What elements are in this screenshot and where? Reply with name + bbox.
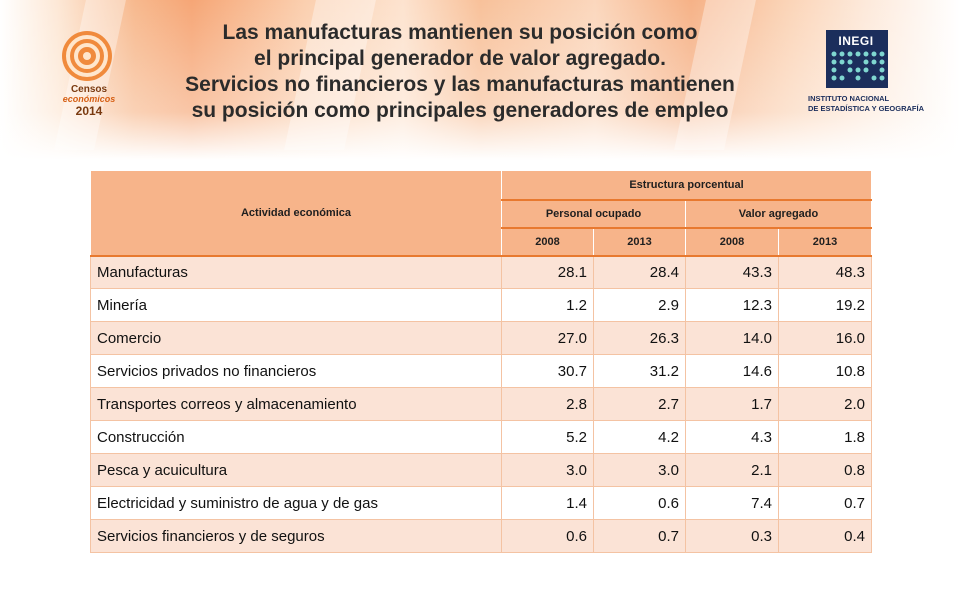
row-value: 27.0 — [501, 321, 594, 355]
row-value: 0.4 — [778, 519, 872, 553]
censos-logo-line1: Censos — [70, 84, 108, 95]
title-line-2: el principal generador de valor agregado… — [254, 47, 666, 70]
row-value: 0.8 — [778, 453, 872, 487]
header-year: 2008 — [501, 227, 594, 257]
header-valor: Valor agregado — [685, 199, 872, 229]
header-personal: Personal ocupado — [501, 199, 686, 229]
row-value: 26.3 — [593, 321, 686, 355]
inegi-name-line1: INSTITUTO NACIONAL — [808, 94, 890, 103]
row-value: 14.6 — [685, 354, 779, 388]
header-row: Actividad económica Estructura porcentua… — [90, 170, 872, 257]
inegi-logo: INEGI INSTITUTO NACIONAL DE ESTADÍSTICA … — [806, 30, 946, 120]
data-table: Actividad económica Estructura porcentua… — [90, 170, 872, 553]
header-row: 2008 2013 2008 2013 — [91, 227, 872, 257]
table-row: Construcción 5.2 4.2 4.3 1.8 — [90, 420, 872, 454]
censos-logo: Censos económicos 2014 — [56, 28, 118, 120]
row-value: 43.3 — [685, 255, 779, 289]
row-value: 48.3 — [778, 255, 872, 289]
table-row: Transportes correos y almacenamiento 2.8 2… — [90, 387, 872, 421]
row-value: 3.0 — [593, 453, 686, 487]
row-value: 30.7 — [501, 354, 594, 388]
row-value: 12.3 — [685, 288, 779, 322]
row-value: 2.1 — [685, 453, 779, 487]
censos-logo-line2: económicos — [62, 94, 116, 104]
row-value: 0.6 — [593, 486, 686, 520]
row-value: 1.2 — [501, 288, 594, 322]
header-activity: Actividad económica — [90, 170, 502, 257]
row-value: 1.4 — [501, 486, 594, 520]
header-year: 2008 — [685, 227, 779, 257]
row-value: 4.2 — [593, 420, 686, 454]
row-label: Electricidad y suministro de agua y de g… — [90, 486, 502, 520]
row-value: 2.0 — [778, 387, 872, 421]
row-value: 1.7 — [685, 387, 779, 421]
table-row: Pesca y acuicultura 3.0 3.0 2.1 0.8 — [90, 453, 872, 487]
title-line-3: Servicios no financieros y las manufactu… — [185, 73, 735, 96]
row-label: Servicios financieros y de seguros — [90, 519, 502, 553]
censos-spiral-icon — [62, 31, 112, 81]
row-label: Minería — [90, 288, 502, 322]
censos-logo-year: 2014 — [75, 104, 103, 118]
inegi-name-line2: DE ESTADÍSTICA Y GEOGRAFÍA — [808, 104, 924, 113]
row-value: 28.4 — [593, 255, 686, 289]
row-value: 7.4 — [685, 486, 779, 520]
row-label: Servicios privados no financieros — [90, 354, 502, 388]
title-line-4: su posición como principales generadores… — [191, 99, 729, 122]
table-row: Servicios financieros y de seguros 0.6 0.7… — [90, 519, 872, 553]
row-value: 31.2 — [593, 354, 686, 388]
row-value: 0.7 — [593, 519, 686, 553]
row-value: 0.7 — [778, 486, 872, 520]
row-value: 3.0 — [501, 453, 594, 487]
row-value: 2.9 — [593, 288, 686, 322]
row-label: Construcción — [90, 420, 502, 454]
table-body: Manufacturas 28.1 28.4 43.3 48.3 Minería 1.2 2.… — [90, 255, 872, 553]
table-row: Electricidad y suministro de agua y de g… — [90, 486, 872, 520]
row-label: Manufacturas — [90, 255, 502, 289]
row-value: 2.8 — [501, 387, 594, 421]
row-value: 0.6 — [501, 519, 594, 553]
row-value: 5.2 — [501, 420, 594, 454]
header-row: Personal ocupado Valor agregado — [91, 199, 872, 229]
row-value: 1.8 — [778, 420, 872, 454]
header-year: 2013 — [778, 227, 872, 257]
table-row: Manufacturas 28.1 28.4 43.3 48.3 — [90, 255, 872, 289]
header-banner — [0, 0, 960, 160]
row-value: 19.2 — [778, 288, 872, 322]
row-value: 28.1 — [501, 255, 594, 289]
header-year: 2013 — [593, 227, 686, 257]
table-row: Comercio 27.0 26.3 14.0 16.0 — [90, 321, 872, 355]
title-line-1: Las manufacturas mantienen su posición c… — [222, 21, 698, 44]
row-label: Pesca y acuicultura — [90, 453, 502, 487]
table-row: Servicios privados no financieros 30.7 31.… — [90, 354, 872, 388]
header-group: Estructura porcentual — [501, 170, 872, 201]
row-value: 14.0 — [685, 321, 779, 355]
page-title: Las manufacturas mantienen su posición c… — [80, 20, 840, 124]
row-value: 10.8 — [778, 354, 872, 388]
row-value: 2.7 — [593, 387, 686, 421]
row-value: 4.3 — [685, 420, 779, 454]
inegi-brand: INEGI — [838, 34, 874, 48]
row-label: Transportes correos y almacenamiento — [90, 387, 502, 421]
row-value: 0.3 — [685, 519, 779, 553]
inegi-dots-icon — [826, 30, 888, 88]
row-label: Comercio — [90, 321, 502, 355]
row-value: 16.0 — [778, 321, 872, 355]
table-row: Minería 1.2 2.9 12.3 19.2 — [90, 288, 872, 322]
